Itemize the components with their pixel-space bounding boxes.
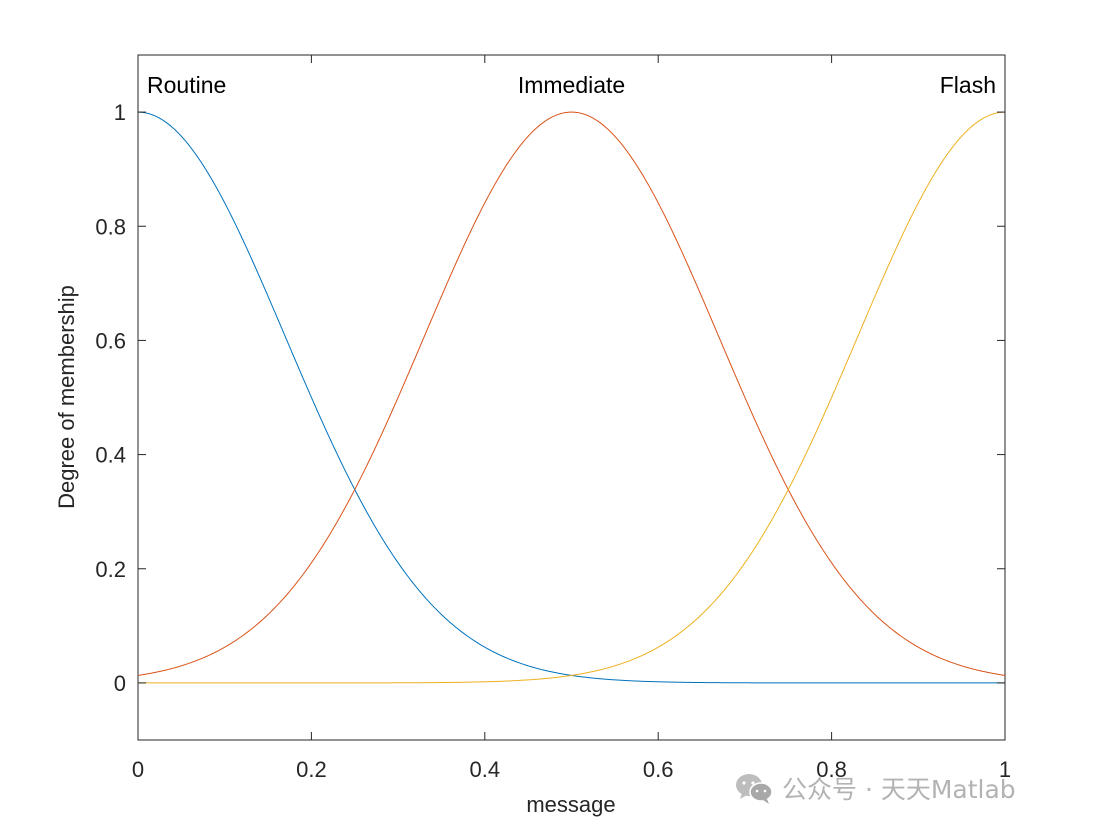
series-line-flash <box>138 111 1006 684</box>
mf-label-immediate: Immediate <box>518 72 625 98</box>
mf-label-flash: Flash <box>940 72 996 98</box>
watermark-text: 公众号 · 天天Matlab <box>782 775 1016 804</box>
series-layer <box>137 111 1006 684</box>
ticks-layer: 0 0.2 0.4 0.6 0.8 1 0 0.2 0.4 0.6 0.8 1 <box>95 55 1011 782</box>
x-tick-label: 0 <box>132 757 144 782</box>
series-line-immediate <box>137 111 1006 676</box>
y-axis-label: Degree of membership <box>54 285 79 509</box>
x-tick-label: 0.6 <box>643 757 674 782</box>
axes-frame <box>137 54 1006 741</box>
x-tick-label: 1 <box>999 757 1011 782</box>
x-tick-label: 0.2 <box>296 757 327 782</box>
y-tick-label: 0.4 <box>95 443 126 468</box>
axes-box <box>137 54 1006 741</box>
x-axis-label: message <box>526 792 615 817</box>
y-tick-label: 1 <box>114 100 126 125</box>
mf-label-routine: Routine <box>147 72 226 98</box>
y-tick-label: 0.6 <box>95 328 126 353</box>
y-tick-label: 0.8 <box>95 214 126 239</box>
y-tick-label: 0 <box>114 671 126 696</box>
x-tick-label: 0.8 <box>816 757 847 782</box>
mf-labels-layer: Routine Immediate Flash <box>147 72 996 98</box>
series-line-routine <box>137 111 1005 684</box>
y-tick-label: 0.2 <box>95 557 126 582</box>
x-tick-label: 0.4 <box>470 757 501 782</box>
watermark: 公众号 · 天天Matlab <box>734 768 1084 808</box>
wechat-icon <box>736 774 773 804</box>
